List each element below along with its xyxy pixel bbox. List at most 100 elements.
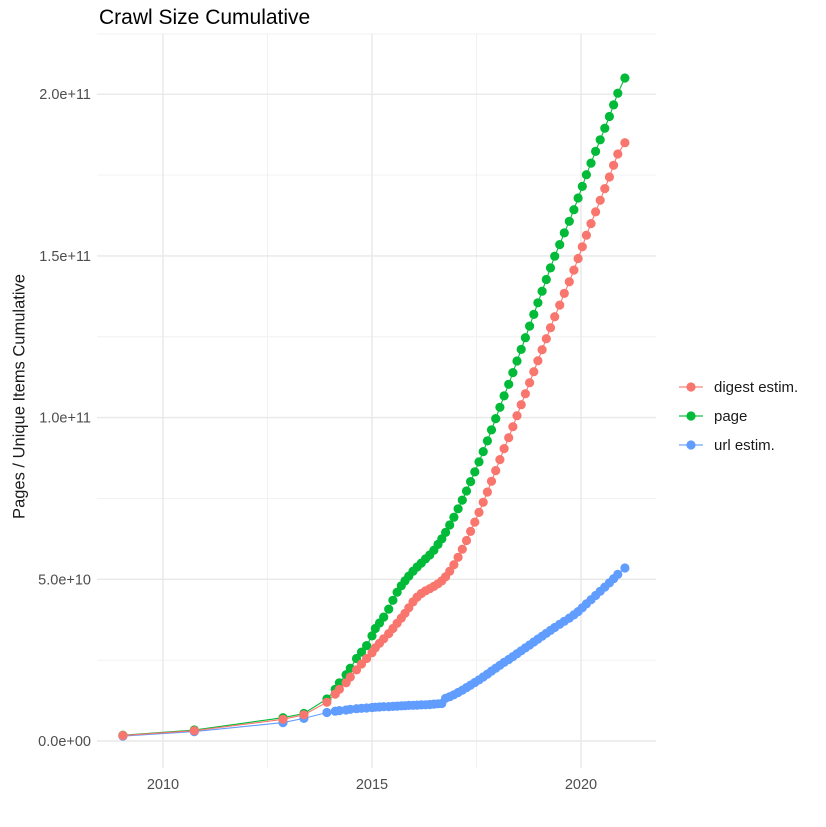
data-point [613,88,623,98]
data-point [499,391,509,401]
data-point [545,323,556,333]
data-point [569,205,579,215]
data-point [508,422,518,432]
data-point [620,563,630,573]
data-point [495,402,505,412]
data-point [512,411,522,421]
data-point [541,334,551,344]
data-point [512,356,522,366]
data-point [537,286,547,296]
data-point [550,251,560,261]
legend-item-digest-estim[interactable]: digest estim. [678,376,798,398]
data-point [118,730,128,741]
data-point [470,467,480,477]
data-point [586,158,596,168]
data-point [457,495,467,505]
data-point [525,378,535,388]
data-point [334,706,344,716]
data-point [470,517,480,527]
data-point [569,265,579,275]
data-point [384,604,394,614]
data-point [545,263,556,273]
data-point [550,312,560,322]
data-point [482,487,492,497]
legend-key-icon [679,440,703,450]
data-point [516,344,526,354]
x-tick-label: 2010 [147,777,179,793]
data-point [362,653,372,664]
data-point [478,497,488,507]
legend-item-url-estim[interactable]: url estim. [678,434,798,456]
data-point [555,300,565,310]
data-point [491,466,501,476]
data-point [609,100,619,110]
data-point [609,160,619,170]
data-point [559,228,569,238]
legend-key-icon [679,411,703,421]
data-point [474,507,484,517]
data-point [591,207,601,217]
y-tick-label: 2.0e+11 [39,87,91,103]
data-point [564,216,574,226]
data-point [453,504,463,514]
data-point [555,240,565,250]
data-point [334,678,344,688]
data-point [529,367,539,377]
data-point [299,710,309,720]
data-point [345,672,355,682]
y-tick-label: 0.0e+00 [38,734,91,750]
data-point [581,230,592,240]
data-point [533,298,543,308]
data-point [595,195,605,205]
data-point [445,566,455,576]
data-point [537,345,547,355]
data-point [453,552,463,562]
chart-title: Crawl Size Cumulative [99,6,311,29]
data-point [474,457,484,467]
x-tick-label: 2015 [356,777,388,793]
data-point [600,184,610,194]
data-point [504,433,514,443]
data-point [600,123,610,133]
data-point [508,368,518,378]
data-point [441,527,451,538]
series-digest-estim [118,138,630,741]
data-point [388,595,398,605]
data-point [586,219,596,229]
data-point [491,414,501,424]
data-point [367,631,377,641]
data-point [504,379,514,389]
data-point [529,309,539,319]
data-point [620,138,630,148]
data-point [379,612,389,622]
data-point [466,477,476,487]
data-point [499,444,509,454]
data-point [613,569,623,580]
legend-item-page[interactable]: page [678,405,798,427]
legend-label: url estim. [714,436,775,454]
data-point [445,520,455,530]
data-point [189,726,199,736]
legend: digest estim. page url estim. [678,376,798,456]
data-point [486,425,497,435]
data-point [541,274,551,285]
data-point [449,512,459,522]
data-point [533,356,543,366]
legend-label: digest estim. [714,378,799,396]
data-point [516,400,526,410]
data-point [520,389,531,399]
data-point [604,172,615,182]
legend-label: page [714,407,748,425]
data-point [525,321,535,331]
data-point [559,288,569,298]
legend-key-icon [679,382,703,392]
data-point [577,242,587,252]
data-point [573,253,583,264]
data-point [334,684,344,694]
data-point [520,333,531,343]
data-point [362,641,372,651]
y-tick-label: 5.0e+10 [38,572,91,588]
data-point [581,170,592,180]
